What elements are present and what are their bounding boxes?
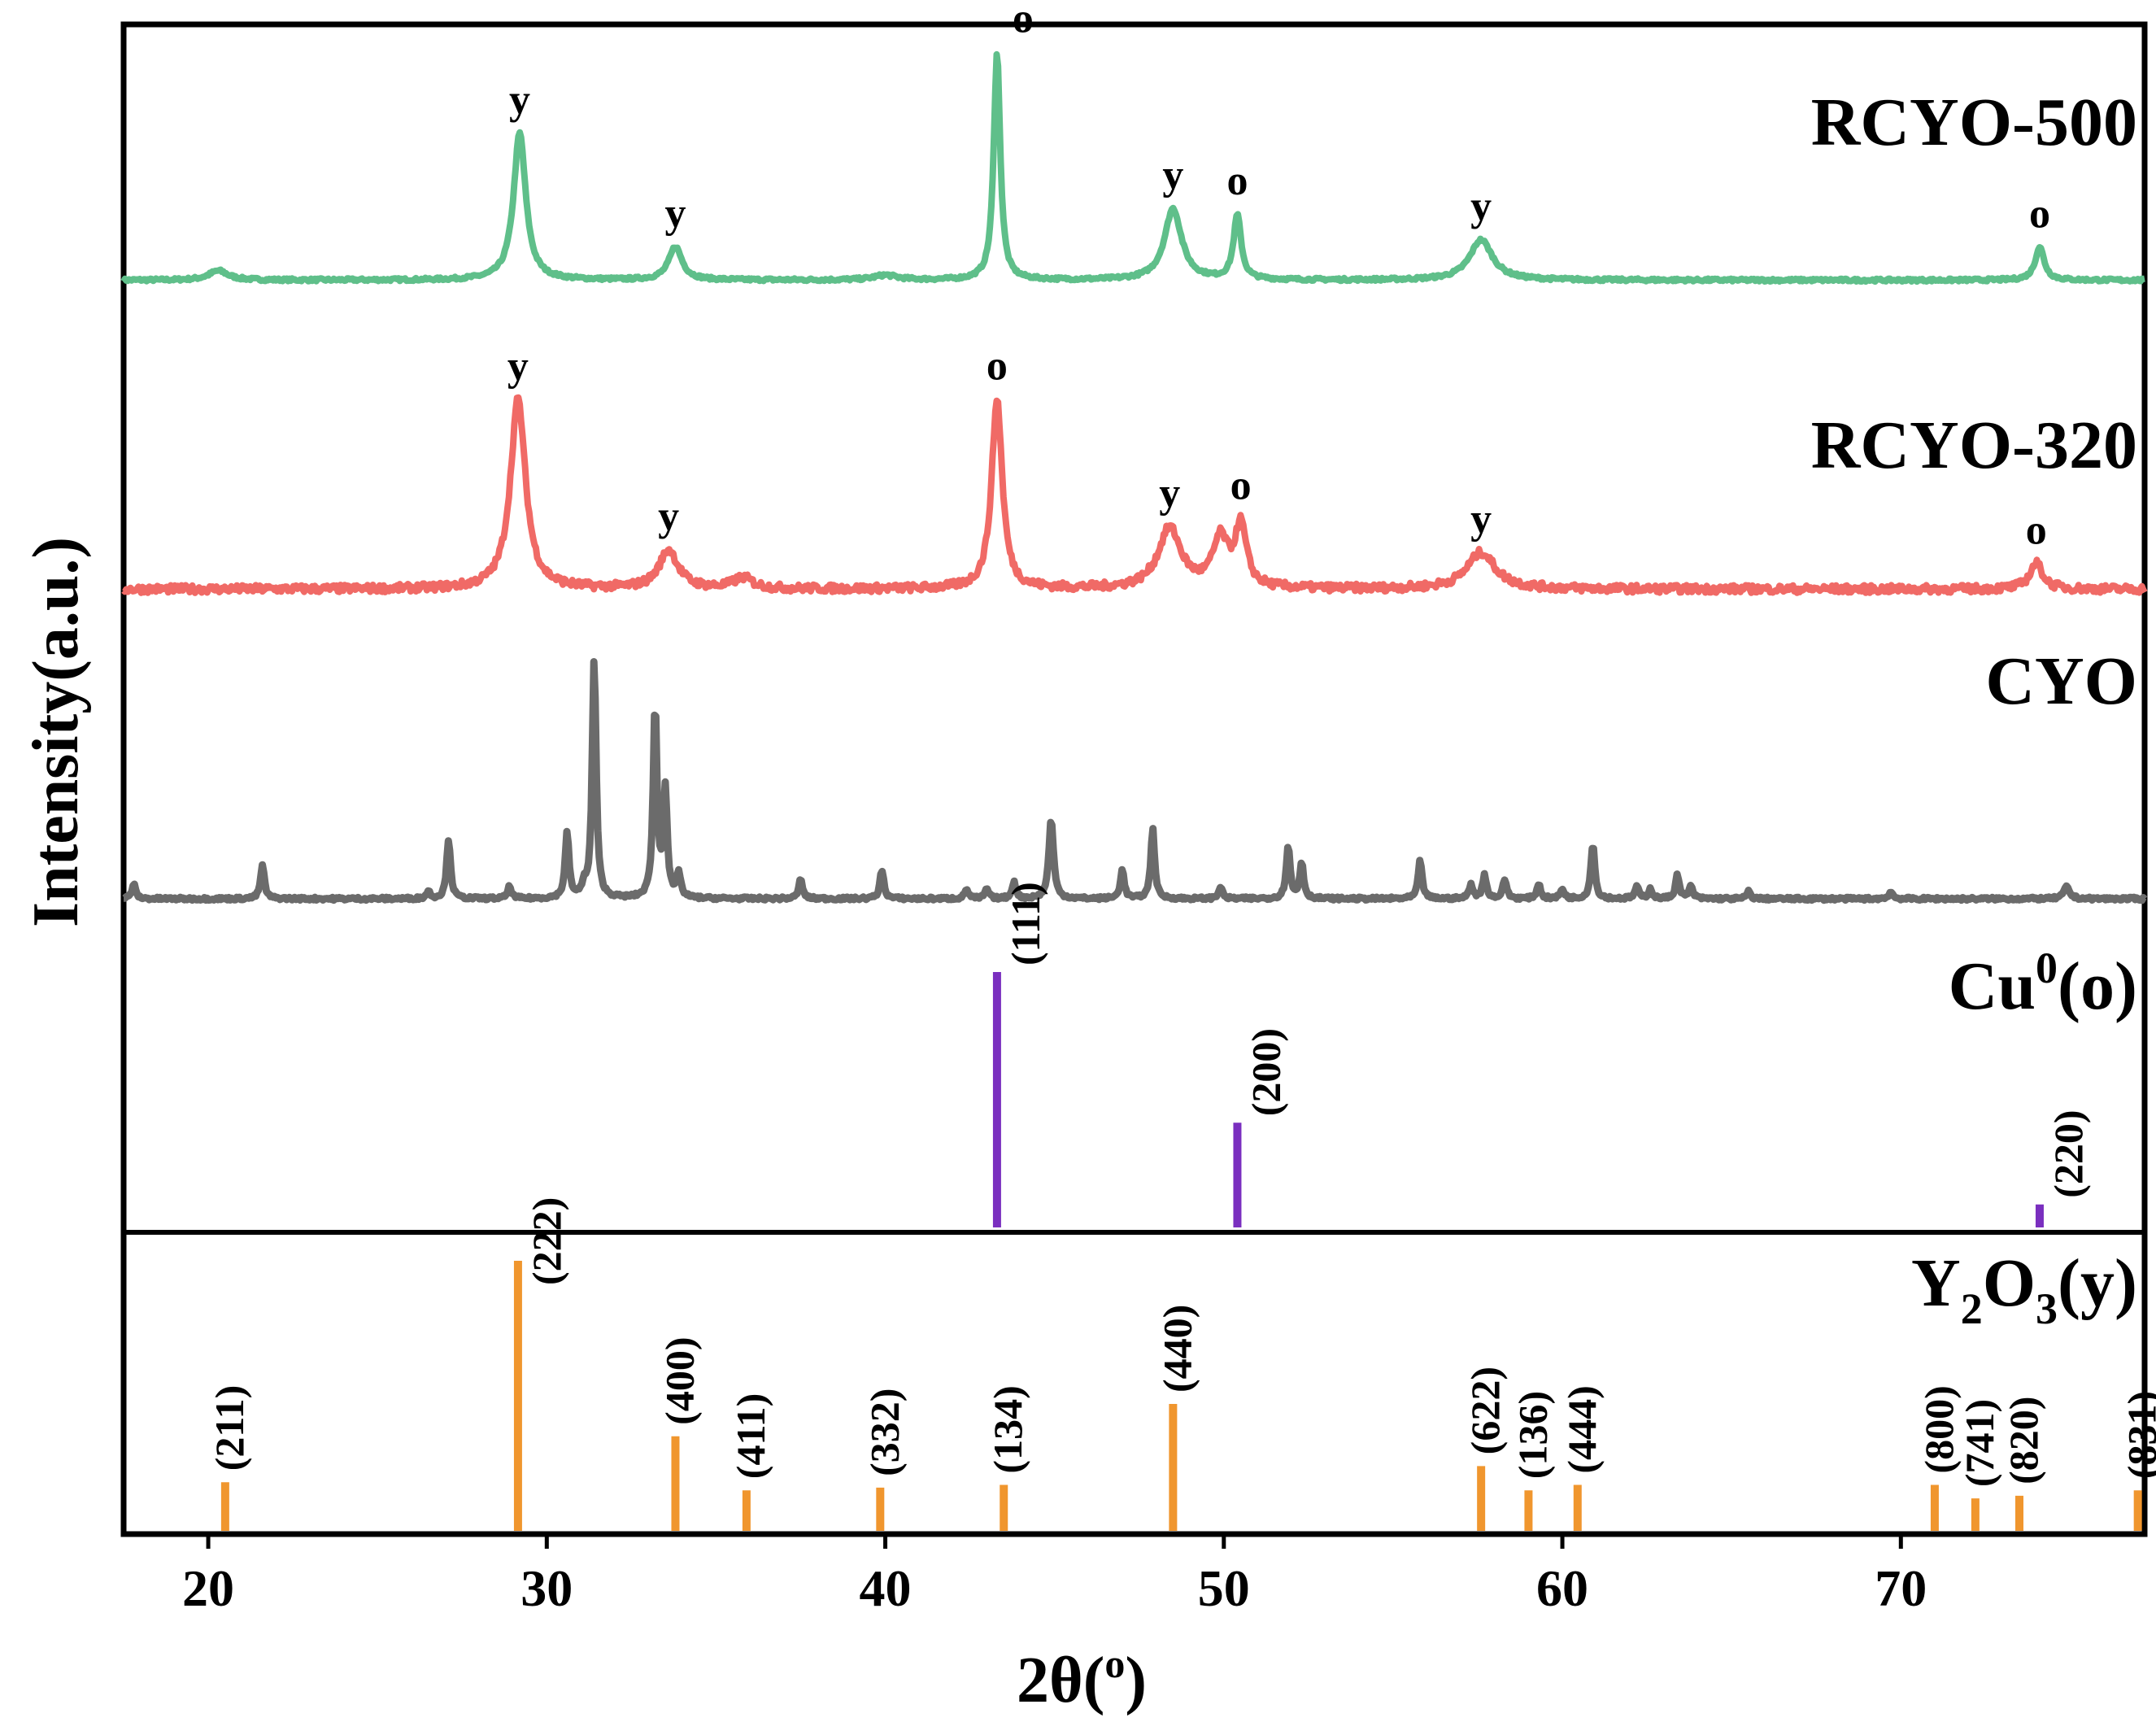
peak-marker-rcyo-500-4: o bbox=[1226, 158, 1248, 204]
peak-marker-rcyo-320-4: o bbox=[1230, 462, 1252, 508]
peak-marker-rcyo-320-3: y bbox=[1159, 470, 1180, 517]
x-tick-label-20: 20 bbox=[182, 1559, 234, 1617]
x-tick-label-70: 70 bbox=[1875, 1559, 1927, 1617]
y2o3-hkl-label-6: (440) bbox=[1154, 1305, 1200, 1393]
cu-hkl-label-2: (220) bbox=[2045, 1109, 2091, 1197]
series-label-rcyo-500: RCYO-500 bbox=[1811, 85, 2137, 160]
y2o3-hkl-label-0: (211) bbox=[207, 1385, 252, 1471]
plot-frame bbox=[120, 21, 2148, 1537]
series-rcyo-500-line bbox=[120, 50, 2147, 286]
x-tick-label-60: 60 bbox=[1536, 1559, 1588, 1617]
y2o3-hkl-label-8: (136) bbox=[1509, 1391, 1555, 1479]
y2o3-hkl-label-2: (400) bbox=[656, 1336, 702, 1424]
ref-label-cu: Cu0(o) bbox=[1949, 944, 2137, 1024]
y2o3-hkl-label-13: (831) bbox=[2119, 1391, 2156, 1479]
y2o3-hkl-label-7: (622) bbox=[1462, 1367, 1508, 1454]
y2o3-hkl-label-12: (820) bbox=[2001, 1397, 2046, 1484]
y2o3-hkl-label-11: (741) bbox=[1957, 1399, 2002, 1487]
peak-marker-rcyo-320-0: y bbox=[507, 343, 529, 390]
series-cyo-line bbox=[121, 658, 2148, 905]
y2o3-hkl-label-5: (134) bbox=[985, 1385, 1030, 1473]
peak-marker-rcyo-320-6: o bbox=[2026, 508, 2047, 554]
y-axis-title: Intensity(a.u.) bbox=[20, 537, 92, 927]
peak-marker-rcyo-500-5: y bbox=[1470, 184, 1492, 230]
y2o3-hkl-label-9: (444) bbox=[1559, 1385, 1605, 1473]
series-rcyo-320-line bbox=[121, 394, 2148, 596]
peak-marker-rcyo-500-0: y bbox=[509, 76, 530, 123]
y2o3-hkl-label-3: (411) bbox=[728, 1393, 773, 1480]
x-tick-label-40: 40 bbox=[860, 1559, 912, 1617]
peak-marker-rcyo-320-1: y bbox=[658, 493, 679, 539]
peak-marker-rcyo-500-2: o bbox=[1013, 0, 1034, 42]
x-axis-title: 2θ(o) bbox=[1017, 1641, 1147, 1716]
cu-hkl-label-0: (111) bbox=[1003, 882, 1048, 966]
x-tick-label-30: 30 bbox=[520, 1559, 573, 1617]
cu-hkl-label-1: (200) bbox=[1243, 1028, 1288, 1116]
peak-marker-rcyo-500-3: y bbox=[1162, 152, 1183, 198]
y2o3-hkl-label-4: (332) bbox=[861, 1388, 907, 1476]
peak-marker-rcyo-500-1: y bbox=[664, 190, 686, 237]
peak-marker-rcyo-320-5: y bbox=[1470, 496, 1492, 543]
x-tick-label-50: 50 bbox=[1198, 1559, 1250, 1617]
series-label-cyo: CYO bbox=[1985, 643, 2137, 719]
y2o3-hkl-label-10: (800) bbox=[1916, 1385, 1962, 1473]
peak-marker-rcyo-320-2: o bbox=[987, 342, 1008, 389]
ref-label-y2o3: Y2O3(y) bbox=[1911, 1245, 2137, 1333]
y2o3-hkl-label-1: (222) bbox=[524, 1197, 569, 1285]
peak-marker-rcyo-500-6: o bbox=[2029, 191, 2050, 238]
series-label-rcyo-320: RCYO-320 bbox=[1811, 408, 2137, 483]
